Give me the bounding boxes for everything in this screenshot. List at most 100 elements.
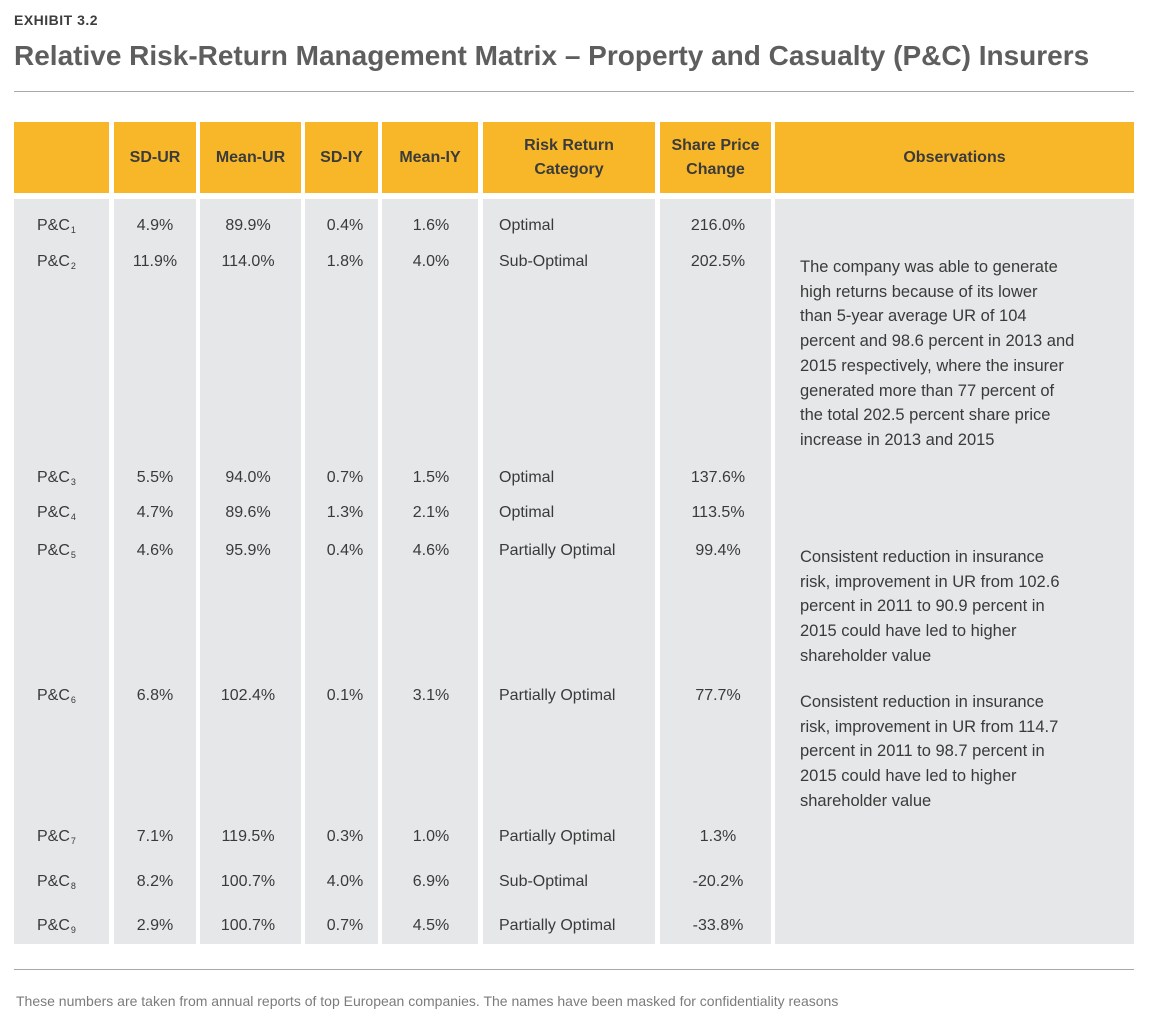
company-index: 6 [70, 695, 76, 705]
company-label: P&C3 [37, 469, 76, 487]
company-label: P&C9 [37, 917, 76, 935]
header-share-price-change: Share Price Change [660, 122, 771, 193]
cell-sd-ur: 4.9% [136, 217, 174, 234]
header-category-line1: Risk Return [524, 136, 614, 154]
cell-category: Optimal [499, 217, 555, 234]
company-label: P&C1 [37, 217, 76, 235]
cell-share: 137.6% [690, 469, 746, 486]
cell-category: Optimal [499, 504, 555, 521]
cell-category: Partially Optimal [499, 687, 616, 704]
observation-line: percent and 98.6 percent in 2013 and [800, 332, 1075, 351]
cell-sd-ur: 4.7% [136, 504, 174, 521]
cell-sd-iy: 0.3% [326, 828, 364, 845]
column-company [14, 199, 109, 944]
cell-share: 202.5% [690, 253, 746, 270]
company-name: P&C [37, 217, 70, 234]
cell-share: 216.0% [690, 217, 746, 234]
header-mean-iy: Mean-IY [382, 122, 478, 193]
company-label: P&C4 [37, 504, 76, 522]
column-category [483, 199, 655, 944]
header-sd-ur: SD-UR [114, 122, 196, 193]
cell-category: Partially Optimal [499, 828, 616, 845]
observation-line: generated more than 77 percent of [800, 381, 1055, 400]
company-label: P&C8 [37, 873, 76, 891]
observation-line: percent in 2011 to 90.9 percent in [800, 597, 1045, 616]
company-label: P&C2 [37, 253, 76, 271]
observation-line: high returns because of its lower [800, 282, 1038, 301]
cell-category: Sub-Optimal [499, 253, 588, 270]
header-risk-return-category: Risk Return Category [483, 122, 655, 193]
observation-text: Consistent reduction in insurance risk, i… [800, 690, 1130, 814]
cell-category: Partially Optimal [499, 542, 616, 559]
observation-line: percent in 2011 to 98.7 percent in [800, 742, 1045, 761]
cell-mean-ur: 94.0% [225, 469, 271, 486]
observation-line: shareholder value [800, 646, 932, 665]
observation-line: Consistent reduction in insurance [800, 548, 1044, 566]
cell-sd-ur: 11.9% [132, 253, 178, 270]
top-divider [14, 91, 1134, 92]
cell-share: 113.5% [691, 504, 745, 521]
header-observations: Observations [775, 122, 1134, 193]
company-name: P&C [37, 469, 70, 486]
cell-sd-ur: 7.1% [136, 828, 174, 845]
cell-sd-iy: 0.4% [326, 217, 364, 234]
cell-mean-iy: 4.5% [412, 917, 450, 934]
header-category-line2: Category [534, 160, 604, 178]
observation-line: 2015 respectively, where the insurer [800, 356, 1064, 375]
company-name: P&C [37, 687, 70, 704]
exhibit-label: EXHIBIT 3.2 [14, 12, 99, 28]
cell-share: -33.8% [692, 917, 744, 934]
company-index: 2 [70, 261, 76, 271]
observation-line: 2015 could have led to higher [800, 767, 1017, 786]
company-label: P&C5 [37, 542, 76, 560]
company-index: 9 [70, 925, 76, 935]
company-name: P&C [37, 253, 70, 270]
company-label: P&C7 [37, 828, 76, 846]
observation-line: than 5-year average UR of 104 [800, 307, 1027, 326]
cell-sd-iy: 4.0% [326, 873, 364, 890]
company-index: 3 [70, 477, 76, 487]
column-mean-ur [200, 199, 301, 944]
column-sd-iy [305, 199, 378, 944]
cell-sd-iy: 0.4% [326, 542, 364, 559]
company-index: 8 [70, 881, 76, 891]
cell-category: Sub-Optimal [499, 873, 588, 890]
cell-mean-ur: 100.7% [220, 873, 276, 890]
cell-mean-ur: 114.0% [221, 253, 275, 270]
cell-sd-iy: 1.8% [326, 253, 364, 270]
cell-sd-iy: 1.3% [326, 504, 364, 521]
cell-share: -20.2% [692, 873, 744, 890]
cell-mean-iy: 3.1% [412, 687, 450, 704]
cell-sd-ur: 6.8% [136, 687, 174, 704]
company-label: P&C6 [37, 687, 76, 705]
company-index: 5 [70, 550, 76, 560]
company-name: P&C [37, 828, 70, 845]
cell-sd-ur: 5.5% [136, 469, 174, 486]
cell-sd-ur: 4.6% [136, 542, 174, 559]
company-name: P&C [37, 504, 70, 521]
column-share-price [660, 199, 771, 944]
cell-mean-iy: 2.1% [412, 504, 450, 521]
cell-mean-ur: 89.6% [225, 504, 271, 521]
observation-line: Consistent reduction in insurance [800, 693, 1044, 711]
observation-text: Consistent reduction in insurance risk, i… [800, 545, 1130, 669]
column-mean-iy [382, 199, 478, 944]
cell-mean-ur: 102.4% [220, 687, 276, 704]
cell-mean-iy: 1.6% [412, 217, 450, 234]
cell-mean-ur: 100.7% [220, 917, 276, 934]
bottom-divider [14, 969, 1134, 970]
cell-sd-iy: 0.7% [326, 469, 364, 486]
column-sd-ur [114, 199, 196, 944]
observation-line: increase in 2013 and 2015 [800, 430, 995, 449]
cell-mean-ur: 95.9% [225, 542, 271, 559]
cell-mean-ur: 89.9% [225, 217, 271, 234]
cell-mean-iy: 6.9% [412, 873, 450, 890]
cell-sd-iy: 0.7% [326, 917, 364, 934]
cell-mean-ur: 119.5% [221, 828, 275, 845]
cell-category: Optimal [499, 469, 555, 486]
company-index: 4 [70, 512, 76, 522]
column-observations [775, 199, 1134, 944]
cell-mean-iy: 4.0% [412, 253, 450, 270]
header-sd-iy: SD-IY [305, 122, 378, 193]
cell-sd-iy: 0.1% [326, 687, 364, 704]
